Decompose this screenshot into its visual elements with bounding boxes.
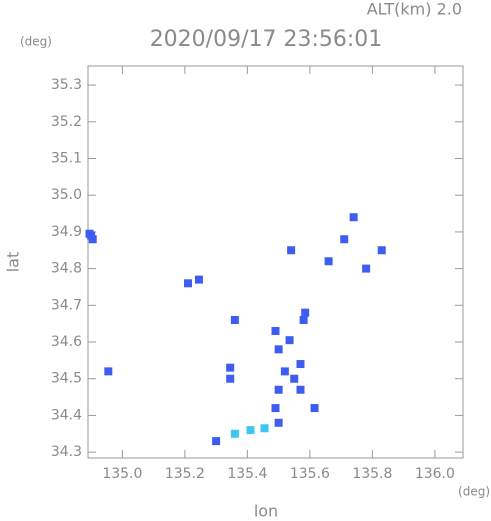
echo-point	[271, 404, 280, 413]
echo-point	[230, 315, 239, 324]
echo-point	[88, 235, 97, 244]
echo-point	[290, 374, 299, 383]
echo-point	[296, 360, 305, 369]
echo-point	[310, 404, 319, 413]
y-tick-label: 34.8	[51, 261, 82, 277]
chart-title: 2020/09/17 23:56:01	[150, 27, 383, 52]
echo-point	[324, 257, 333, 266]
altitude-label: ALT(km) 2.0	[367, 0, 462, 19]
x-tick-label: 135.4	[227, 466, 267, 482]
echo-point	[296, 385, 305, 394]
y-tick-label: 35.3	[51, 77, 82, 93]
echo-point	[349, 213, 358, 222]
echo-point	[299, 315, 308, 324]
echo-point	[377, 246, 386, 255]
echo-point	[274, 345, 283, 354]
y-tick-label: 35.0	[51, 187, 82, 203]
y-tick-label: 34.9	[51, 224, 82, 240]
y-tick-label: 34.4	[51, 407, 82, 423]
echo-point	[226, 374, 235, 383]
echo-point	[285, 336, 294, 345]
echo-point	[362, 264, 371, 273]
echo-point	[271, 327, 280, 336]
echo-point	[194, 275, 203, 284]
x-tick-label: 135.2	[165, 466, 205, 482]
x-unit: (deg)	[458, 485, 490, 499]
echo-point	[280, 367, 289, 376]
echo-point	[287, 246, 296, 255]
x-tick-label: 136.0	[415, 466, 455, 482]
x-tick-label: 135.6	[290, 466, 330, 482]
y-tick-label: 34.3	[51, 444, 82, 460]
echo-point	[274, 385, 283, 394]
echo-point	[104, 367, 113, 376]
echo-point	[85, 229, 94, 238]
x-axis-label: lon	[254, 502, 278, 521]
y-tick-label: 34.6	[51, 334, 82, 350]
y-tick-label: 34.5	[51, 371, 82, 387]
echo-point	[274, 418, 283, 427]
echo-point	[260, 424, 269, 433]
y-axis-label: lat	[4, 252, 23, 273]
y-tick-label: 35.2	[51, 114, 82, 130]
echo-point	[230, 429, 239, 438]
y-tick-label: 35.1	[51, 150, 82, 166]
plot-frame	[87, 65, 464, 459]
x-tick-label: 135.0	[102, 466, 142, 482]
echo-point	[340, 235, 349, 244]
echo-point	[246, 426, 255, 435]
echo-point	[301, 308, 310, 317]
y-tick-label: 34.7	[51, 297, 82, 313]
echo-point	[212, 437, 221, 446]
y-unit: (deg)	[20, 35, 52, 49]
echo-point	[184, 279, 192, 288]
echo-point	[226, 363, 235, 372]
x-tick-label: 135.8	[352, 466, 392, 482]
